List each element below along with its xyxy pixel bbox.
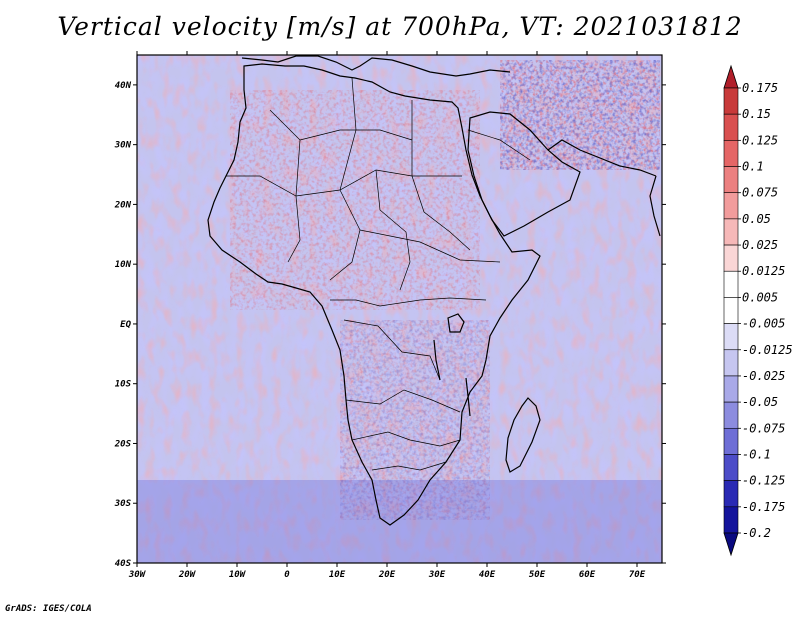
colorbar-segment	[723, 349, 739, 377]
colorbar-segment	[723, 480, 739, 508]
colorbar-label: -0.005	[742, 317, 785, 331]
colorbar-label: 0.175	[742, 81, 778, 95]
lat-label: 40S	[115, 559, 132, 569]
lon-label: 70E	[629, 570, 646, 580]
colorbar-label: -0.075	[742, 421, 785, 435]
colorbar-label: 0.075	[742, 186, 778, 200]
lat-label: 10N	[115, 260, 132, 270]
colorbar-label: 0.125	[742, 133, 778, 147]
india-coastline	[649, 175, 661, 237]
lat-label: 30N	[114, 141, 132, 151]
colorbar-label: -0.05	[742, 395, 778, 409]
lat-label: 30S	[114, 499, 132, 509]
lon-label: 10W	[229, 570, 247, 580]
colorbar-segment	[723, 297, 739, 324]
colorbar-label: 0.15	[742, 107, 771, 121]
colorbar-segment	[723, 270, 739, 298]
colorbar-label: -0.175	[742, 500, 785, 514]
lon-label: 60E	[579, 570, 596, 580]
lat-label: 20S	[114, 439, 132, 449]
lon-label: 10E	[329, 570, 346, 580]
colorbar-segment	[723, 244, 739, 272]
gulf-coastline	[547, 139, 657, 177]
colorbar-label: -0.025	[742, 369, 785, 383]
rift-lakes	[433, 339, 471, 417]
colorbar-segment	[723, 113, 739, 141]
colorbar-label: -0.0125	[742, 343, 793, 357]
madagascar-coastline	[505, 397, 541, 473]
colorbar-label: 0.1	[742, 160, 764, 174]
colorbar: 0.175 0.15 0.125 0.1 0.075 0.05 0.025 0.0125 0.0…	[723, 64, 793, 557]
colorbar-label: -0.2	[742, 526, 771, 540]
latitude-axis: 40N 30N 20N 10N EQ 10S 20S 30S 40S	[114, 81, 666, 569]
lon-label: 20W	[178, 570, 197, 580]
colorbar-segment	[723, 192, 739, 220]
lat-label: 20N	[114, 200, 132, 210]
colorbar-segment	[723, 427, 739, 455]
colorbar-top-arrow	[723, 64, 739, 89]
lon-label: 0	[284, 570, 290, 580]
colorbar-label: 0.05	[742, 212, 771, 226]
colorbar-segment	[723, 454, 739, 481]
lat-label: EQ	[120, 320, 131, 330]
colorbar-segment	[723, 166, 739, 194]
velocity-field	[137, 55, 662, 563]
colorbar-label: -0.125	[742, 474, 785, 488]
colorbar-label: -0.1	[742, 447, 771, 461]
lon-label: 20E	[378, 570, 396, 580]
colorbar-segment	[723, 401, 739, 429]
europe-coastline	[241, 55, 511, 77]
colorbar-bottom-arrow	[723, 532, 739, 557]
colorbar-label: 0.005	[742, 290, 778, 304]
colorbar-label: 0.0125	[742, 264, 785, 278]
lon-label: 30E	[428, 570, 446, 580]
colorbar-segment	[723, 87, 739, 115]
colorbar-label: 0.025	[742, 238, 778, 252]
lat-label: 10S	[115, 380, 132, 390]
africa-coastline	[207, 63, 541, 526]
arabia-coastline	[467, 111, 581, 237]
lat-label: 40N	[115, 81, 132, 91]
longitude-axis: 30W 20W 10W 0 10E 20E 30E 40E 50E 60E 70E	[128, 51, 646, 580]
colorbar-segment	[723, 375, 739, 403]
map-frame	[136, 54, 663, 564]
country-borders	[226, 77, 531, 471]
colorbar-segment	[723, 140, 739, 167]
map-title: Vertical velocity [m/s] at 700hPa, VT: 2…	[57, 12, 743, 41]
grads-credit: GrADS: IGES/COLA	[5, 604, 92, 614]
lon-label: 40E	[479, 570, 496, 580]
colorbar-segment	[723, 218, 739, 246]
lon-label: 50E	[529, 570, 546, 580]
lake-victoria	[447, 313, 465, 333]
lon-label: 30W	[128, 570, 147, 580]
colorbar-segment	[723, 506, 739, 534]
coastlines	[207, 55, 661, 526]
colorbar-segment	[723, 323, 739, 351]
